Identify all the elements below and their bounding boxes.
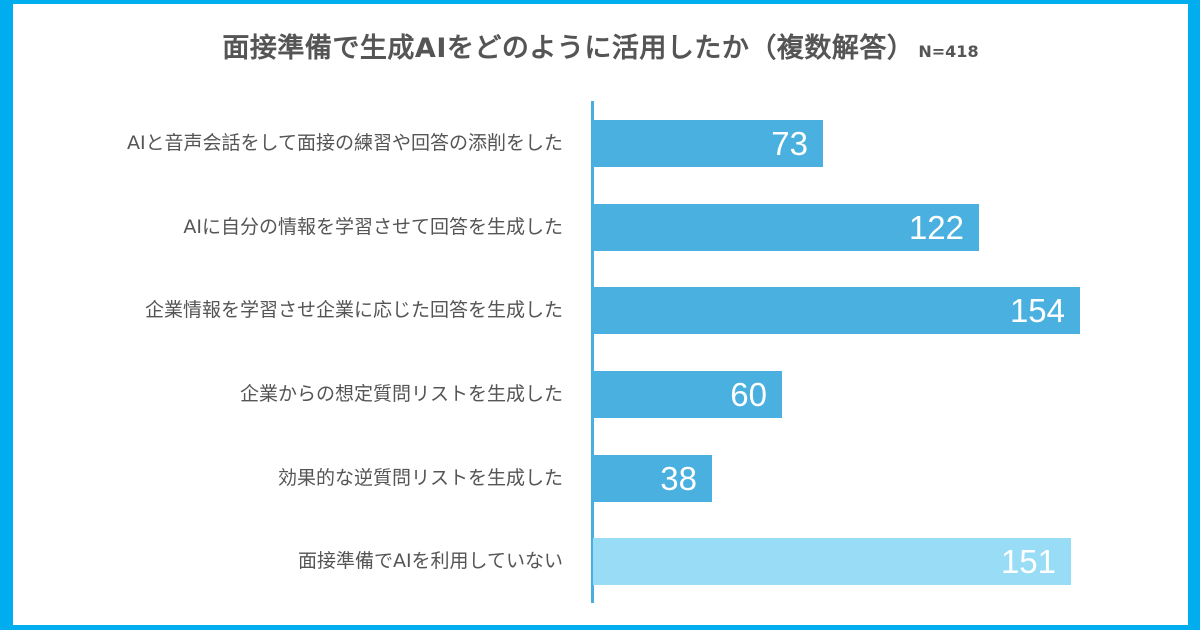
value-label: 73 xyxy=(771,125,808,162)
bar-row: AIと音声会話をして面接の練習や回答の添削をした 73 xyxy=(13,120,1188,167)
chart-title-text: 面接準備で生成AIをどのように活用したか（複数解答） xyxy=(222,33,915,64)
sample-size-label: N=418 xyxy=(918,42,979,61)
chart-title: 面接準備で生成AIをどのように活用したか（複数解答） N=418 xyxy=(13,26,1188,65)
category-label: AIに自分の情報を学習させて回答を生成した xyxy=(183,216,563,238)
chart-frame: 面接準備で生成AIをどのように活用したか（複数解答） N=418 AIと音声会話を… xyxy=(13,4,1188,625)
bar: 60 xyxy=(593,371,782,418)
bar-row: 企業情報を学習させ企業に応じた回答を生成した 154 xyxy=(13,287,1188,334)
category-label: 面接準備でAIを利用していない xyxy=(297,550,563,572)
category-label: 効果的な逆質問リストを生成した xyxy=(277,467,563,489)
bar-row: 企業からの想定質問リストを生成した 60 xyxy=(13,371,1188,418)
value-label: 38 xyxy=(660,460,697,497)
y-axis-line xyxy=(591,101,594,603)
value-label: 60 xyxy=(730,376,767,413)
value-label: 154 xyxy=(1009,292,1065,329)
bar-row: 効果的な逆質問リストを生成した 38 xyxy=(13,455,1188,502)
bar-highlight: 151 xyxy=(593,538,1071,585)
category-label: AIと音声会話をして面接の練習や回答の添削をした xyxy=(126,132,563,154)
value-label: 122 xyxy=(908,209,964,246)
bar-row: AIに自分の情報を学習させて回答を生成した 122 xyxy=(13,204,1188,251)
bar: 154 xyxy=(593,287,1080,334)
bar: 73 xyxy=(593,120,823,167)
bar-row: 面接準備でAIを利用していない 151 xyxy=(13,538,1188,585)
category-label: 企業情報を学習させ企業に応じた回答を生成した xyxy=(144,299,563,321)
bar: 38 xyxy=(593,455,712,502)
value-label: 151 xyxy=(1000,543,1056,580)
category-label: 企業からの想定質問リストを生成した xyxy=(239,383,563,405)
bar: 122 xyxy=(593,204,979,251)
